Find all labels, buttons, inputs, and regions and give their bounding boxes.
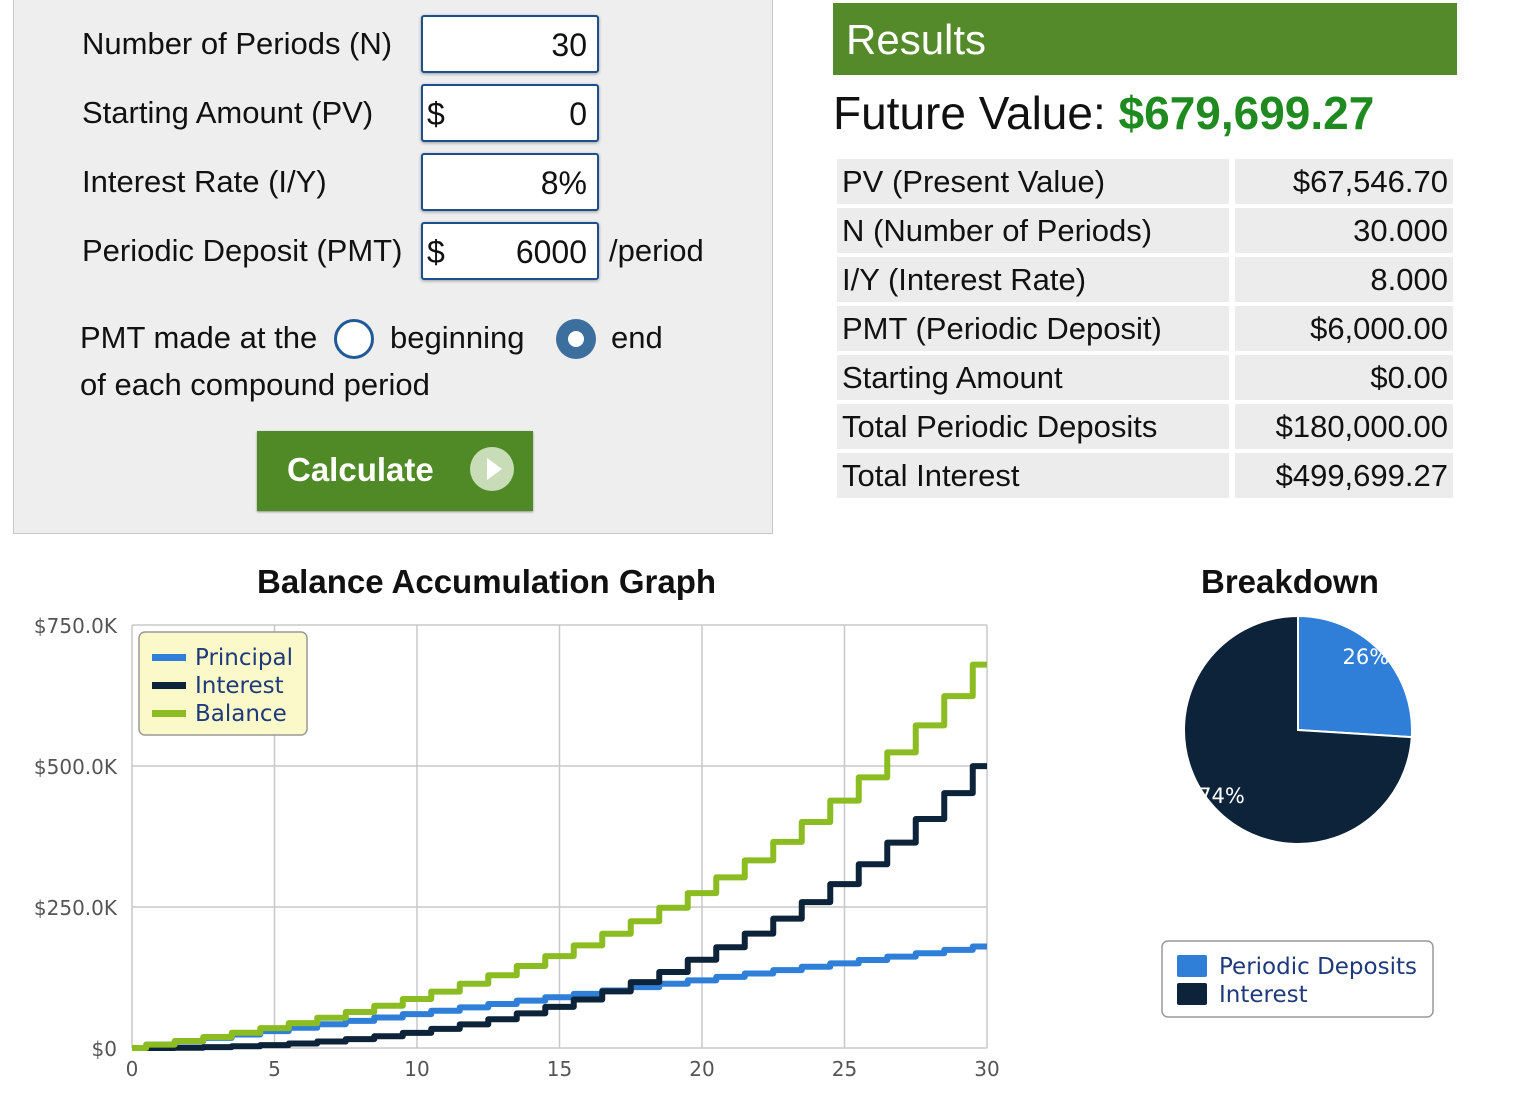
row-label: PV (Present Value): [837, 159, 1229, 204]
x-tick-label: 15: [547, 1057, 572, 1081]
row-value: 8.000: [1235, 257, 1453, 302]
legend-label: Interest: [195, 673, 284, 699]
legend-label: Interest: [1219, 982, 1308, 1008]
play-arrow-icon: [470, 447, 514, 491]
radio-end[interactable]: [556, 319, 596, 359]
balance-accumulation-chart: 0 5 10 15 20 25 30 $0 $250.0K $500.0K $750.0K Princ…: [34, 614, 1000, 1081]
radio-end-label[interactable]: end: [611, 320, 663, 355]
legend-swatch: [152, 710, 186, 717]
row-label: Total Periodic Deposits: [837, 404, 1229, 449]
pie-data-label: 74%: [1198, 784, 1245, 808]
x-tick-label: 5: [268, 1057, 281, 1081]
legend-swatch: [152, 654, 186, 661]
row-value: $0.00: [1235, 355, 1453, 400]
results-title: Results: [846, 16, 987, 63]
periodic-deposit-value: 6000: [515, 234, 587, 270]
legend-label: Balance: [195, 701, 287, 727]
periods-label: Number of Periods (N): [82, 26, 393, 61]
pie-slice-periodic-deposits: [1297, 614, 1413, 739]
row-value: $499,699.27: [1235, 453, 1453, 498]
line-chart-title: Balance Accumulation Graph: [257, 563, 717, 600]
pie-slice-interest: [1183, 614, 1413, 845]
table-row: Starting Amount $0.00: [835, 353, 1455, 402]
starting-amount-currency: $: [427, 96, 445, 132]
starting-amount-label: Starting Amount (PV): [82, 95, 374, 130]
calculate-button[interactable]: Calculate: [257, 431, 533, 511]
starting-amount-input[interactable]: $ 0: [421, 84, 599, 142]
y-tick-label: $500.0K: [34, 755, 118, 779]
row-value: $180,000.00: [1235, 404, 1453, 449]
legend-swatch: [1177, 955, 1207, 977]
future-value: Future Value: $679,699.27: [833, 86, 1374, 140]
x-tick-label: 25: [832, 1057, 857, 1081]
y-tick-label: $750.0K: [34, 614, 118, 638]
pie-chart-title: Breakdown: [1201, 563, 1379, 600]
row-value: $67,546.70: [1235, 159, 1453, 204]
table-row: N (Number of Periods) 30.000: [835, 206, 1455, 255]
row-value: 30.000: [1235, 208, 1453, 253]
legend-label: Periodic Deposits: [1219, 954, 1417, 980]
future-value-label: Future Value:: [833, 87, 1119, 139]
y-tick-label: $250.0K: [34, 896, 118, 920]
periodic-deposit-input[interactable]: $ 6000: [421, 222, 599, 280]
x-tick-label: 20: [689, 1057, 714, 1081]
row-label: N (Number of Periods): [837, 208, 1229, 253]
interest-rate-input[interactable]: 8%: [421, 153, 599, 211]
table-row: Total Interest $499,699.27: [835, 451, 1455, 500]
per-period-label: /period: [609, 233, 704, 268]
input-form-panel: Number of Periods (N) 30 Starting Amount…: [13, 0, 773, 534]
table-row: PMT (Periodic Deposit) $6,000.00: [835, 304, 1455, 353]
y-tick-label: $0: [92, 1037, 117, 1061]
legend-box: [1161, 940, 1434, 1018]
periodic-deposit-label: Periodic Deposit (PMT): [82, 233, 403, 268]
series-line-interest: [132, 763, 987, 1051]
row-value: $6,000.00: [1235, 306, 1453, 351]
table-row: PV (Present Value) $67,546.70: [835, 157, 1455, 206]
starting-amount-value: 0: [569, 96, 587, 132]
legend-swatch: [152, 682, 186, 689]
future-value-amount: $679,699.27: [1118, 87, 1375, 139]
x-tick-label: 10: [404, 1057, 429, 1081]
pmt-timing-prefix: PMT made at the: [80, 320, 318, 355]
row-label: PMT (Periodic Deposit): [837, 306, 1229, 351]
interest-rate-value: 8%: [540, 165, 587, 201]
periodic-deposit-currency: $: [427, 234, 445, 270]
calculate-button-label: Calculate: [287, 451, 434, 488]
row-label: I/Y (Interest Rate): [837, 257, 1229, 302]
radio-beginning-label[interactable]: beginning: [390, 320, 525, 355]
row-label: Starting Amount: [837, 355, 1229, 400]
results-header: Results: [833, 3, 1457, 75]
legend-swatch: [1177, 983, 1207, 1005]
periods-input[interactable]: 30: [421, 15, 599, 73]
series-line-balance: [132, 661, 987, 1051]
x-tick-label: 0: [126, 1057, 139, 1081]
legend-label: Principal: [195, 645, 293, 671]
table-row: Total Periodic Deposits $180,000.00: [835, 402, 1455, 451]
interest-rate-label: Interest Rate (I/Y): [82, 164, 327, 199]
pie-data-label: 26%: [1342, 645, 1389, 669]
radio-beginning[interactable]: [334, 319, 374, 359]
row-label: Total Interest: [837, 453, 1229, 498]
x-tick-label: 30: [974, 1057, 999, 1081]
table-row: I/Y (Interest Rate) 8.000: [835, 255, 1455, 304]
periods-value: 30: [551, 27, 587, 63]
results-table: PV (Present Value) $67,546.70 N (Number o…: [835, 157, 1455, 500]
pmt-timing-suffix: of each compound period: [80, 367, 430, 402]
